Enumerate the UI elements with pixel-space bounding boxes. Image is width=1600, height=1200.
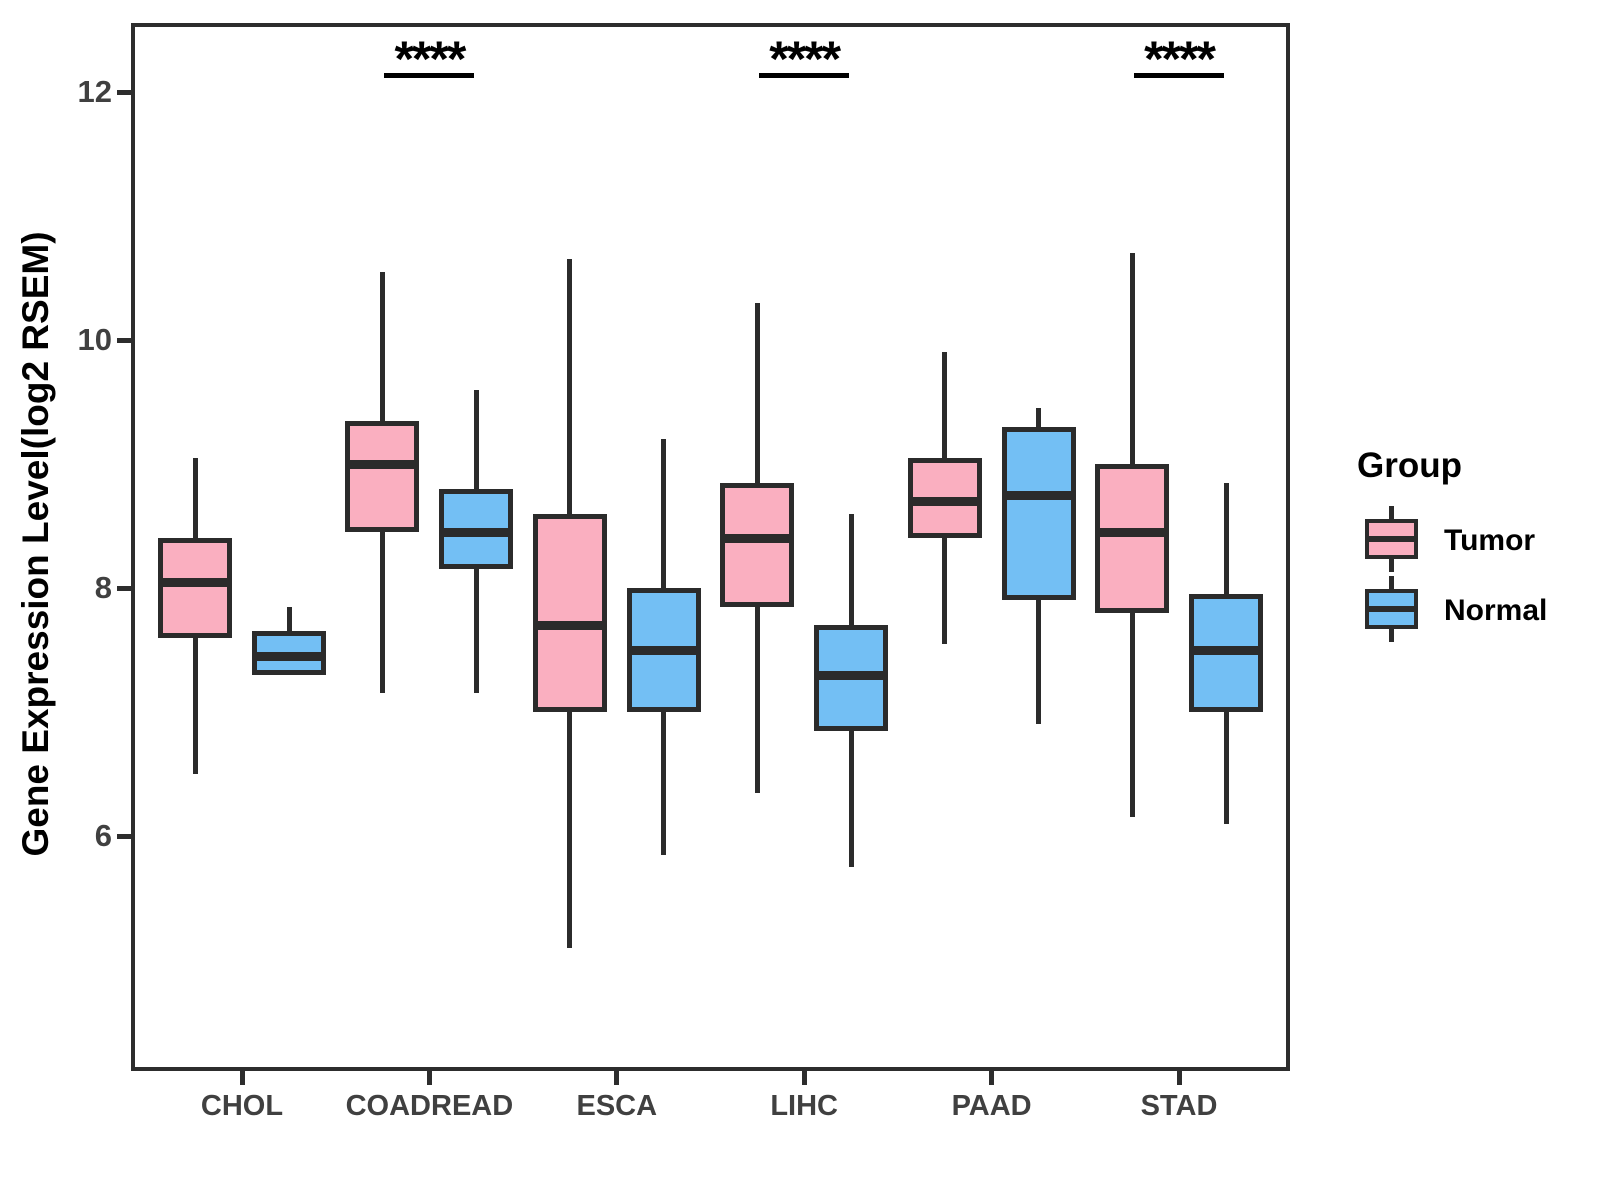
y-tick-label: 6	[94, 818, 112, 853]
whisker-upper-tumor-esca	[567, 259, 573, 514]
median-tumor-chol	[158, 577, 232, 587]
median-tumor-coadread	[345, 460, 420, 469]
whisker-upper-normal-esca	[661, 439, 667, 588]
x-tick-label-paad: PAAD	[951, 1090, 1032, 1122]
median-tumor-stad	[1095, 528, 1169, 538]
x-tick-label-chol: CHOL	[200, 1090, 284, 1122]
x-tick-mark	[801, 1071, 807, 1085]
whisker-upper-normal-stad	[1223, 482, 1229, 595]
legend-key-median	[1365, 606, 1418, 612]
whisker-upper-tumor-chol	[192, 457, 198, 539]
median-normal-stad	[1189, 646, 1263, 655]
y-tick-mark	[117, 337, 131, 343]
x-tick-mark	[426, 1071, 432, 1085]
x-tick-label-coadread: COADREAD	[345, 1090, 514, 1122]
x-tick-mark	[1176, 1071, 1182, 1085]
y-tick-label: 12	[77, 74, 112, 109]
x-tick-label-esca: ESCA	[576, 1090, 658, 1122]
box-tumor-lihc	[720, 482, 795, 607]
whisker-lower-tumor-lihc	[754, 606, 760, 793]
x-tick-mark	[239, 1071, 245, 1085]
whisker-upper-tumor-paad	[942, 352, 948, 458]
y-tick-mark	[117, 585, 131, 591]
whisker-upper-normal-chol	[286, 606, 292, 632]
sig-stars-coadread: ****	[394, 31, 466, 87]
sig-bar-lihc	[759, 73, 850, 78]
legend-key-whisker	[1389, 559, 1394, 572]
whisker-lower-normal-paad	[1036, 600, 1042, 725]
whisker-upper-tumor-lihc	[754, 302, 760, 483]
box-tumor-coadread	[345, 420, 420, 533]
whisker-upper-tumor-stad	[1129, 253, 1135, 464]
median-normal-coadread	[439, 528, 514, 538]
median-tumor-esca	[532, 621, 607, 631]
y-tick-label: 8	[94, 570, 112, 605]
whisker-upper-normal-paad	[1036, 408, 1042, 427]
whisker-upper-normal-coadread	[473, 389, 479, 489]
x-tick-mark	[989, 1071, 995, 1085]
y-axis-title: Gene Expression Level(log2 RSEM)	[15, 231, 56, 857]
x-tick-mark	[614, 1071, 620, 1085]
legend-key-whisker	[1389, 506, 1394, 519]
y-tick-label: 10	[77, 322, 112, 357]
whisker-lower-tumor-stad	[1129, 612, 1135, 818]
box-tumor-chol	[158, 538, 232, 638]
sig-bar-coadread	[384, 73, 475, 78]
whisker-lower-normal-lihc	[848, 730, 854, 867]
median-normal-paad	[1001, 491, 1076, 500]
whisker-lower-tumor-paad	[942, 538, 948, 644]
y-tick-mark	[117, 89, 131, 95]
legend-key-whisker	[1389, 629, 1394, 642]
whisker-upper-normal-lihc	[848, 513, 854, 626]
median-tumor-lihc	[720, 534, 795, 544]
box-tumor-esca	[532, 513, 607, 712]
whisker-lower-normal-esca	[661, 712, 667, 855]
whisker-lower-tumor-esca	[567, 712, 573, 948]
whisker-upper-tumor-coadread	[379, 271, 385, 421]
legend-title: Group	[1357, 446, 1462, 485]
x-tick-label-stad: STAD	[1140, 1090, 1218, 1122]
y-tick-mark	[117, 833, 131, 839]
sig-stars-lihc: ****	[769, 31, 841, 87]
legend-key-normal-icon	[1365, 576, 1418, 646]
median-tumor-paad	[907, 497, 982, 507]
whisker-lower-tumor-chol	[192, 637, 198, 774]
sig-bar-stad	[1134, 73, 1224, 78]
legend-key-whisker	[1389, 576, 1394, 589]
box-normal-paad	[1001, 426, 1076, 601]
box-tumor-stad	[1095, 464, 1169, 613]
x-tick-label-lihc: LIHC	[770, 1090, 839, 1122]
sig-stars-stad: ****	[1144, 31, 1216, 87]
median-normal-chol	[252, 652, 326, 662]
legend-label-normal: Normal	[1444, 594, 1548, 627]
median-normal-esca	[626, 646, 701, 655]
legend-key-tumor-icon	[1365, 506, 1418, 576]
whisker-lower-tumor-coadread	[379, 532, 385, 694]
whisker-lower-normal-coadread	[473, 569, 479, 694]
legend-key-median	[1365, 536, 1418, 542]
legend-label-tumor: Tumor	[1444, 524, 1536, 557]
median-normal-lihc	[814, 670, 889, 680]
whisker-lower-normal-stad	[1223, 712, 1229, 824]
